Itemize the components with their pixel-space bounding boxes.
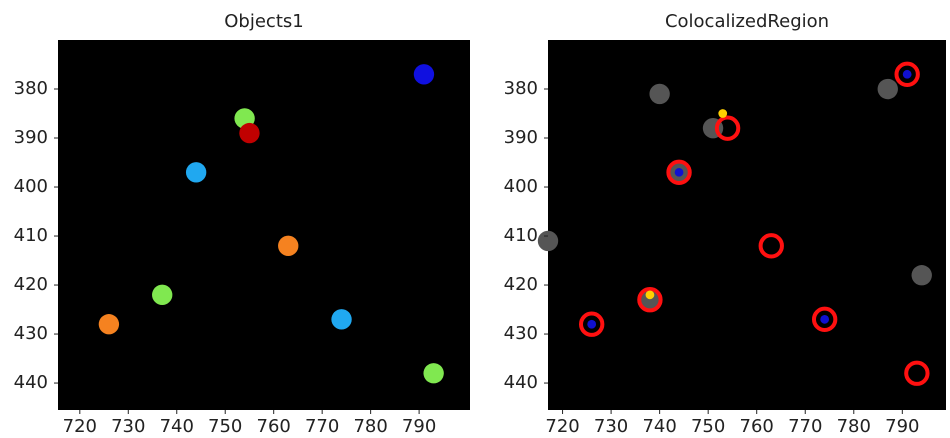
x-tick-label: 730 [111,416,145,437]
y-tick-label: 380 [504,78,538,99]
blob-marker [239,123,259,143]
x-tick-label: 770 [788,416,822,437]
x-tick-label: 760 [257,416,291,437]
blob-marker [912,265,932,285]
blob-marker [423,363,443,383]
x-tick-label: 720 [63,416,97,437]
plot-area [58,40,470,410]
x-tick-label: 740 [642,416,676,437]
x-tick-label: 750 [691,416,725,437]
dot-marker [820,315,829,324]
chart-title: ColocalizedRegion [665,11,829,32]
blob-marker [278,236,298,256]
x-tick-label: 780 [837,416,871,437]
blob-marker [99,314,119,334]
blob-marker [186,162,206,182]
y-tick-label: 400 [14,176,48,197]
dot-marker [903,70,912,79]
y-tick-label: 430 [14,323,48,344]
blob-marker [878,79,898,99]
dot-marker [646,290,655,299]
y-tick-label: 420 [14,274,48,295]
x-tick-label: 730 [594,416,628,437]
y-tick-label: 400 [504,176,538,197]
y-tick-label: 440 [14,372,48,393]
blob-marker [152,285,172,305]
x-tick-label: 720 [545,416,579,437]
x-tick-label: 780 [353,416,387,437]
blob-marker [331,309,351,329]
x-tick-label: 740 [160,416,194,437]
y-tick-label: 420 [504,274,538,295]
blob-marker [414,64,434,84]
x-tick-label: 750 [208,416,242,437]
y-tick-label: 410 [504,225,538,246]
y-tick-label: 380 [14,78,48,99]
y-tick-label: 410 [14,225,48,246]
dot-marker [675,168,684,177]
figure: Objects1 720 730 740 750 760 770 780 790 380 390 40… [0,0,950,438]
dot-marker [718,109,727,118]
y-tick-label: 440 [504,372,538,393]
x-tick-label: 770 [305,416,339,437]
y-tick-label: 430 [504,323,538,344]
y-tick-label: 390 [14,127,48,148]
blob-marker [649,84,669,104]
dot-marker [587,320,596,329]
x-tick-label: 760 [740,416,774,437]
x-tick-label: 790 [402,416,436,437]
y-tick-label: 390 [504,127,538,148]
blob-marker [538,231,558,251]
chart-title: Objects1 [224,11,303,32]
x-tick-label: 790 [885,416,919,437]
